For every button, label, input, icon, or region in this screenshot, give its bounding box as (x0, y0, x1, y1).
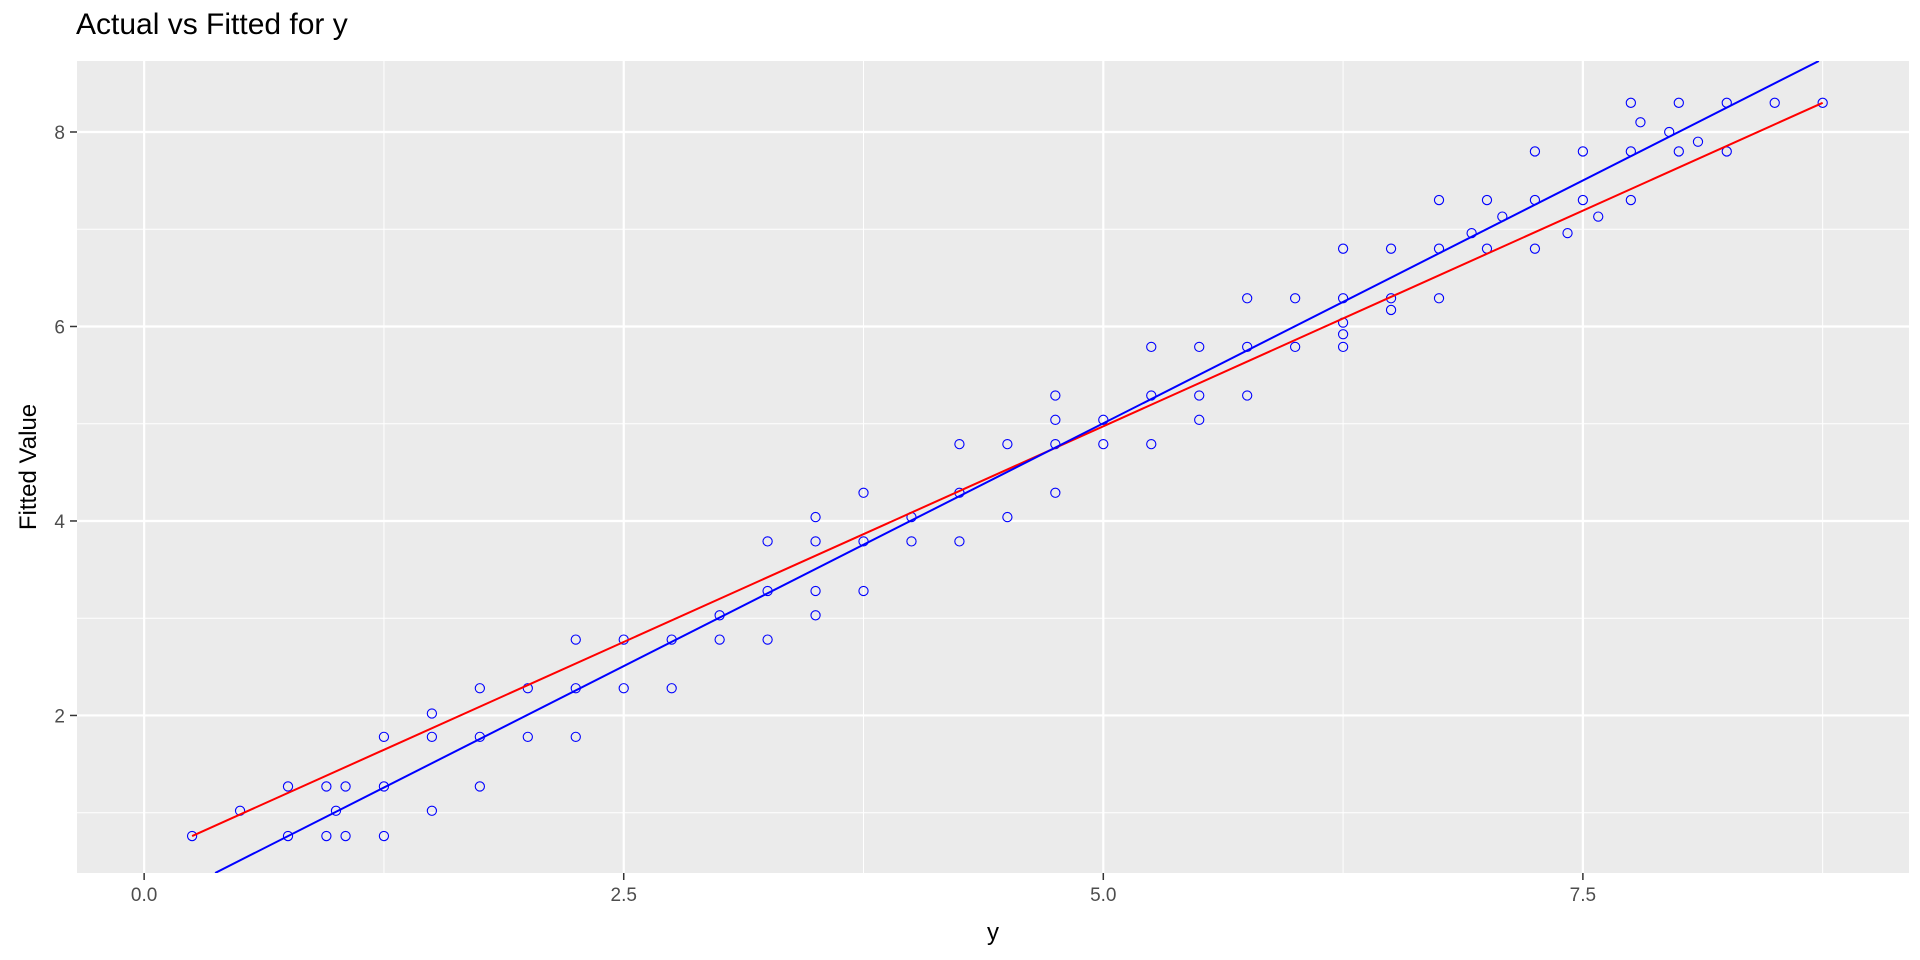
data-point (954, 536, 965, 547)
data-point (1385, 243, 1397, 254)
data-point (1050, 487, 1061, 498)
data-point (186, 830, 198, 842)
minor-gridlines (77, 61, 1909, 873)
data-point (321, 830, 332, 842)
x-tick-label: 5.0 (1090, 885, 1116, 906)
y-tick-label: 4 (54, 512, 65, 533)
data-point (1529, 243, 1541, 254)
data-point (1337, 243, 1349, 254)
data-point (321, 781, 332, 792)
data-point (282, 781, 294, 792)
data-point (426, 731, 438, 743)
data-point (340, 830, 351, 842)
data-point (1625, 194, 1636, 206)
data-point (810, 585, 821, 597)
data-point (1242, 390, 1253, 401)
data-point (762, 634, 773, 645)
data-point (340, 781, 351, 792)
data-point (1635, 117, 1646, 128)
x-tick-label: 0.0 (131, 885, 157, 906)
data-point (1817, 97, 1828, 108)
plot-panel (77, 61, 1909, 873)
y-axis-title: Fitted Value (15, 404, 42, 530)
data-point (1337, 341, 1349, 353)
data-point (330, 805, 342, 816)
y-tick-label: 6 (54, 317, 65, 338)
data-point (810, 610, 821, 621)
data-point (378, 781, 390, 792)
x-axis-title: y (987, 919, 999, 946)
data-point (1562, 227, 1573, 239)
data-point (1481, 194, 1493, 206)
data-point (1529, 146, 1541, 157)
y-axis-ticks: 2 4 6 8 (54, 123, 77, 727)
data-point (1673, 146, 1684, 157)
data-point (474, 683, 485, 694)
data-point (1050, 414, 1061, 425)
data-point (858, 585, 869, 597)
data-point (1194, 341, 1205, 353)
data-point (666, 683, 677, 694)
x-tick-label: 7.5 (1570, 885, 1596, 906)
data-point (1577, 194, 1589, 206)
data-point (1289, 341, 1301, 353)
data-point (1194, 390, 1205, 401)
major-gridlines (77, 61, 1909, 873)
data-point (1385, 304, 1397, 316)
data-point (1433, 293, 1445, 304)
data-point (570, 731, 581, 743)
identity-line (214, 61, 1820, 873)
data-point (1002, 438, 1013, 450)
data-point (618, 683, 629, 694)
data-point (1337, 329, 1349, 340)
data-point (810, 511, 821, 523)
fitted-line (191, 101, 1824, 837)
x-axis-ticks: 0.0 2.5 5.0 7.5 (131, 873, 1596, 906)
data-point (426, 805, 438, 816)
data-point (1098, 414, 1109, 425)
data-point (714, 634, 725, 645)
fit-lines (191, 61, 1824, 873)
data-point (1146, 341, 1157, 353)
data-points (186, 97, 1828, 842)
x-tick-label: 2.5 (611, 885, 637, 906)
data-point (282, 830, 294, 842)
data-point (1098, 438, 1109, 450)
data-point (1289, 293, 1301, 304)
data-point (378, 830, 390, 842)
data-point (378, 731, 390, 743)
y-tick-label: 8 (54, 123, 65, 144)
data-point (1577, 146, 1589, 157)
data-point (1002, 511, 1013, 523)
y-tick-label: 2 (54, 706, 65, 727)
data-point (762, 536, 773, 547)
data-point (1769, 97, 1780, 108)
data-point (1593, 211, 1604, 222)
data-point (858, 487, 869, 498)
chart-title: Actual vs Fitted for y (76, 8, 348, 41)
data-point (1146, 438, 1157, 450)
data-point (1433, 194, 1445, 206)
data-point (810, 536, 821, 547)
data-point (474, 781, 485, 792)
data-point (522, 731, 533, 743)
data-point (570, 634, 581, 645)
data-point (1673, 97, 1684, 108)
data-point (954, 438, 965, 450)
data-point (426, 708, 438, 719)
data-point (1194, 414, 1205, 425)
data-point (1242, 293, 1253, 304)
data-point (1692, 136, 1704, 147)
data-point (1050, 390, 1061, 401)
data-point (906, 536, 917, 547)
data-point (1625, 97, 1636, 108)
